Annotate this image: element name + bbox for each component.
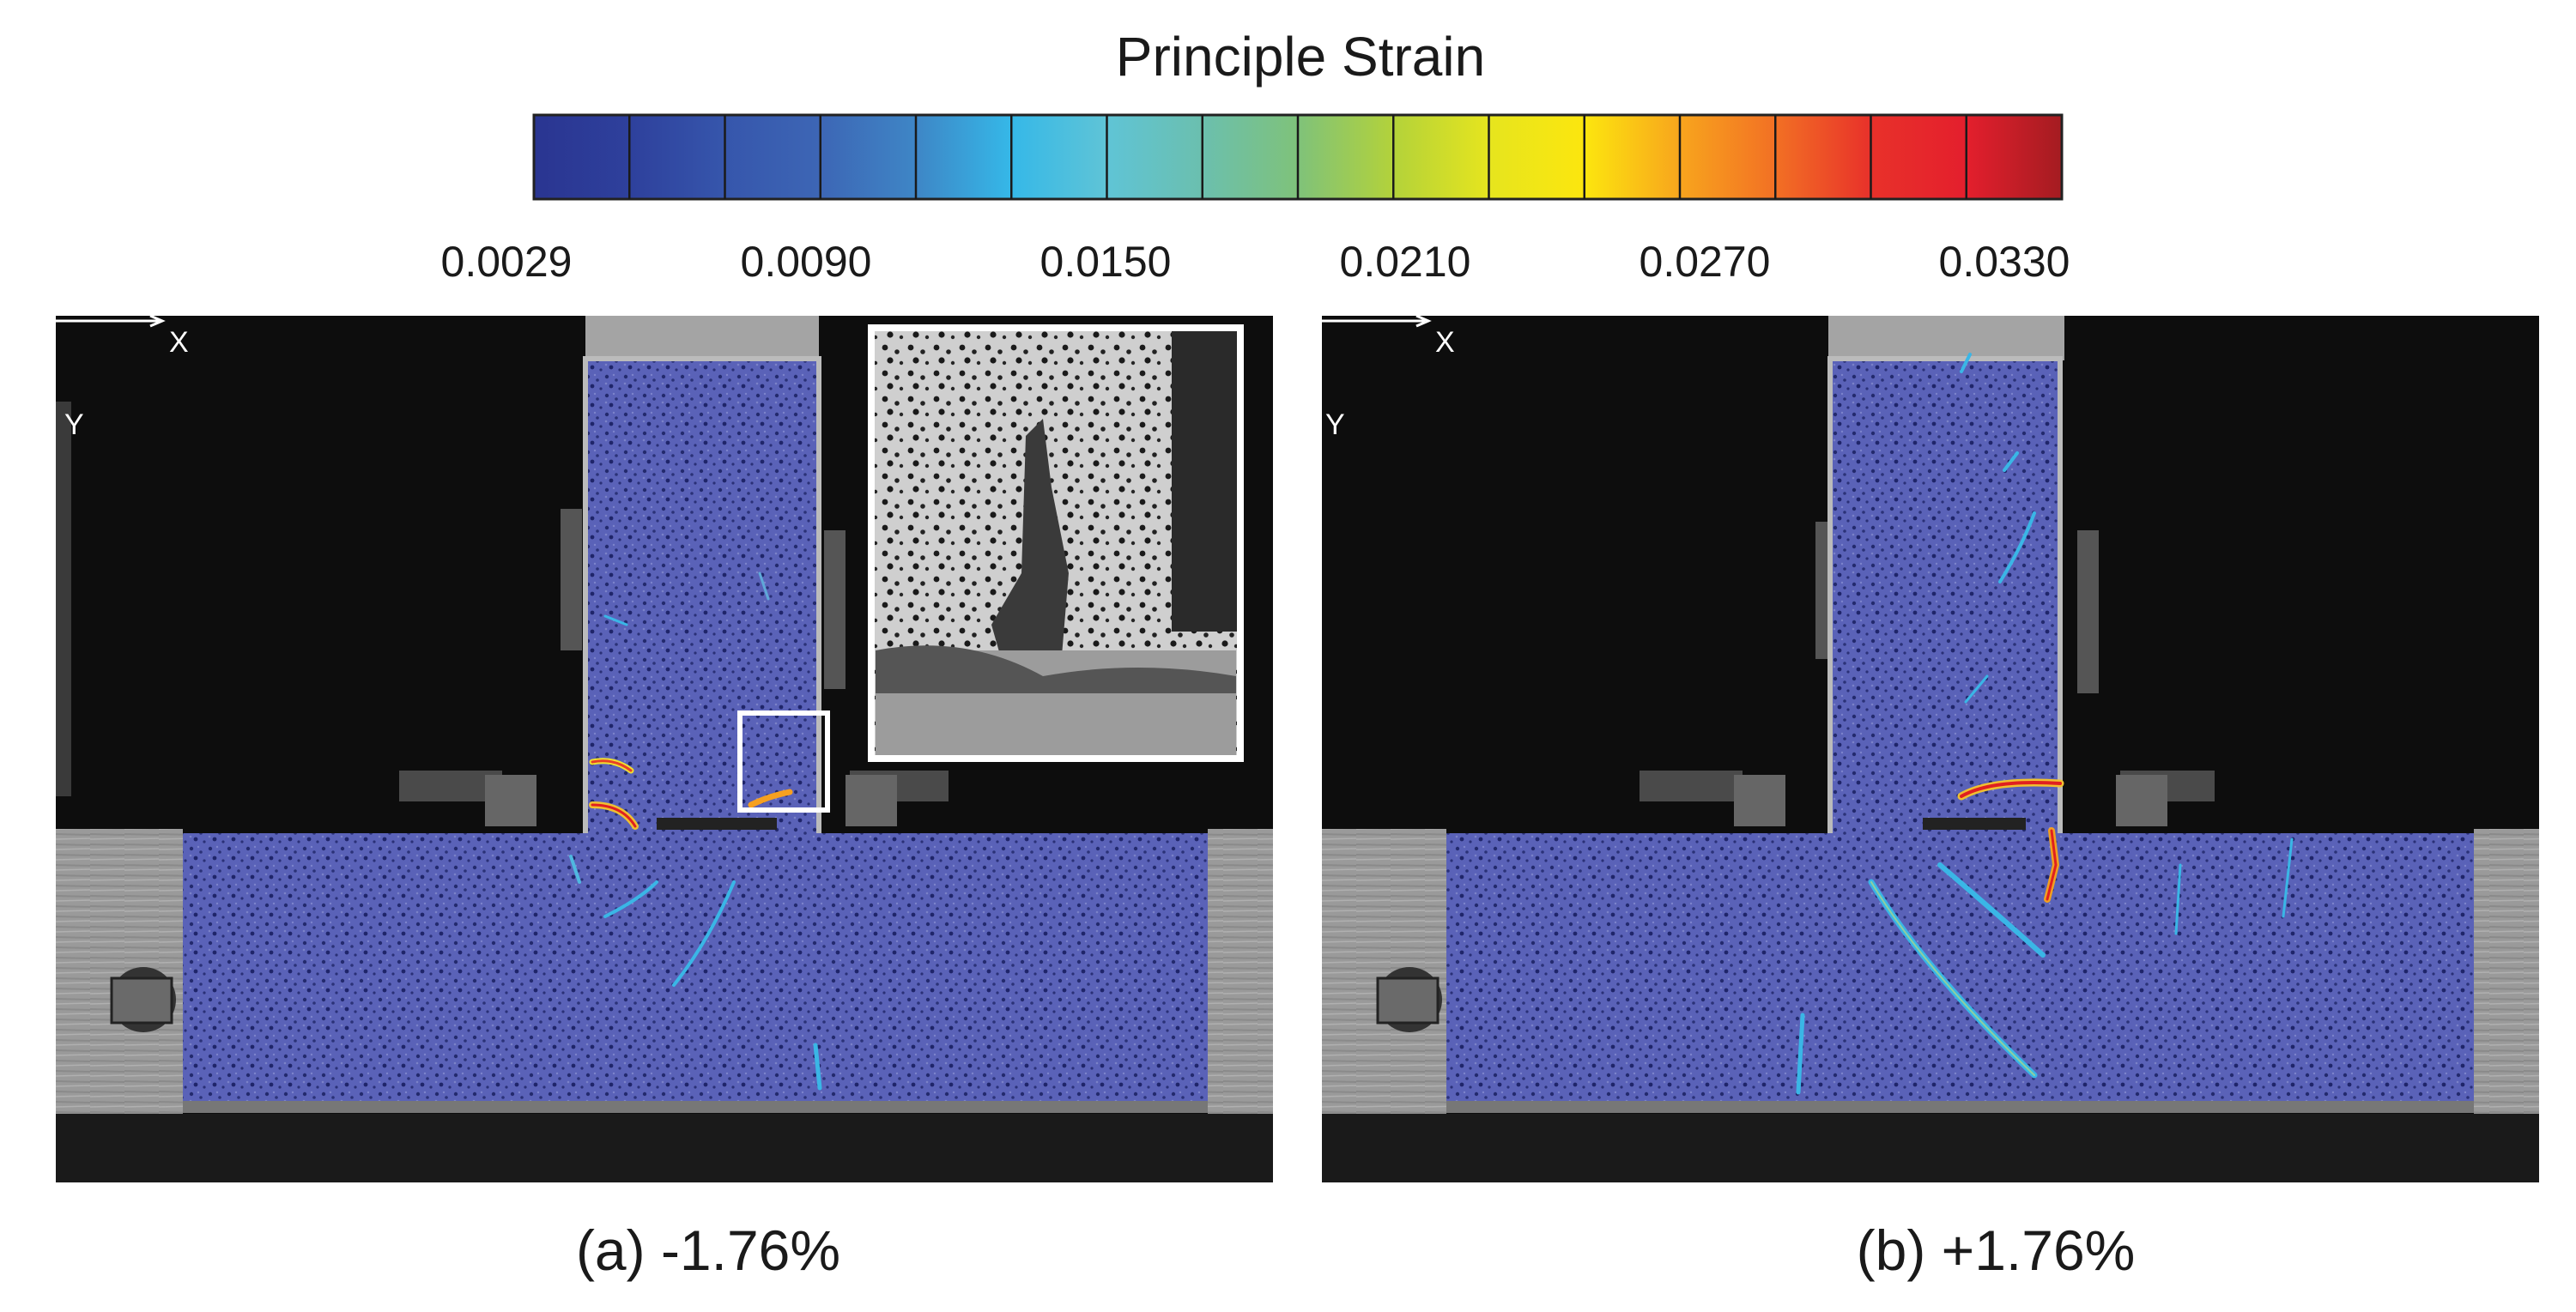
panel-a-axis: X Y (56, 314, 189, 441)
colorbar-tick-label: 0.0330 (1939, 238, 2070, 286)
panel-a: X Y (56, 314, 1273, 1182)
beam-strain-field (183, 833, 1208, 1101)
panel-b-cracks (1796, 353, 2294, 1095)
column-top-block (585, 316, 819, 360)
panel-a-caption: (a) -1.76% (576, 1218, 840, 1282)
beam-strain-field (1446, 833, 2474, 1101)
panel-a-axis-y-label: Y (64, 408, 84, 441)
panel-b-axis: X Y (1322, 314, 1455, 441)
panel-a-axis-x-label: X (169, 326, 189, 359)
column-top-block (1828, 316, 2064, 360)
colorbar: Principle Strain 0.0029 0.0090 0.0150 0.021… (441, 26, 2070, 286)
colorbar-tick-label: 0.0029 (441, 238, 573, 286)
panel-b-axis-y-label: Y (1325, 408, 1345, 441)
inset-zoom (868, 324, 1244, 762)
column-strain-field (583, 356, 821, 859)
colorbar-title: Principle Strain (1116, 26, 1485, 88)
colorbar-tick-label: 0.0150 (1040, 238, 1172, 286)
colorbar-tick-labels: 0.0029 0.0090 0.0150 0.0210 0.0270 0.0330 (441, 238, 2070, 286)
inset-highlight-box (737, 710, 830, 813)
panel-b: X Y (1322, 314, 2539, 1182)
colorbar-tick-label: 0.0210 (1340, 238, 1471, 286)
colorbar-tick-label: 0.0090 (741, 238, 872, 286)
panel-b-caption: (b) +1.76% (1857, 1218, 2136, 1282)
colorbar-dividers (628, 115, 1967, 199)
colorbar-tick-label: 0.0270 (1640, 238, 1771, 286)
beam-right-support (1208, 829, 1273, 1155)
panel-b-axis-x-label: X (1435, 326, 1455, 359)
panel-a-cracks (569, 571, 822, 1091)
beam-right-support (2474, 829, 2539, 1155)
